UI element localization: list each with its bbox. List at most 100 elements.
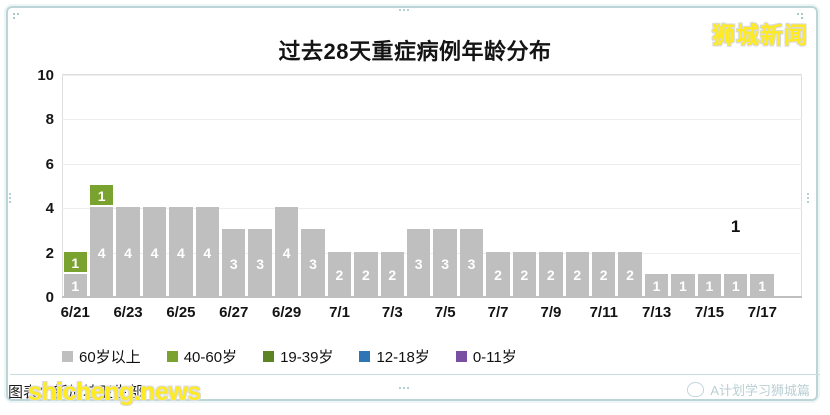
bar-segment: 1 [697, 273, 722, 296]
bar-column[interactable]: 2 [590, 74, 616, 296]
bar-column[interactable]: 1 [723, 74, 749, 296]
bar-segment: 2 [618, 251, 642, 296]
bar-segment: 1 [644, 273, 669, 296]
legend-label: 40-60岁 [183, 348, 238, 366]
legend-item[interactable]: 40-60岁 [166, 346, 238, 367]
bar-column[interactable]: 3 [405, 74, 431, 296]
frame-tick-right-icon [806, 192, 812, 206]
legend-swatch [166, 350, 178, 362]
bar-column[interactable] [775, 74, 801, 296]
x-tick-label: 6/29 [272, 304, 302, 321]
bar-column[interactable]: 2 [538, 74, 564, 296]
bar-column[interactable]: 1 [643, 74, 669, 296]
bar-value-label: 3 [467, 255, 476, 272]
bar-segment: 2 [591, 251, 616, 296]
bar-value-label: 1 [71, 277, 80, 294]
bar-value-label: 4 [282, 244, 291, 261]
legend-swatch [62, 350, 73, 362]
x-tick-label: 7/9 [540, 304, 562, 321]
bar-segment: 2 [327, 251, 352, 296]
bar-value-label: 3 [256, 255, 265, 272]
gridline [62, 75, 802, 76]
x-tick-label: 6/21 [60, 304, 90, 321]
bar-column[interactable]: 2 [353, 74, 379, 296]
bar-column[interactable]: 3 [221, 74, 247, 296]
bar-column[interactable]: 4 [273, 74, 299, 296]
bar-value-label: 1 [652, 277, 661, 294]
bar-column[interactable]: 3 [432, 74, 458, 296]
bar-value-label: 2 [335, 266, 344, 283]
chart-title: 过去28天重症病例年龄分布 [278, 39, 552, 64]
x-tick-label: 7/11 [589, 304, 618, 321]
data-annotation: 1 [730, 216, 741, 236]
legend-item[interactable]: 19-39岁 [263, 346, 333, 367]
footer-divider [10, 374, 820, 375]
bar-segment: 2 [354, 251, 378, 296]
watermark-top-right: 狮城新闻 [712, 22, 808, 48]
x-tick-label: 6/23 [113, 304, 143, 321]
bar-value-label: 4 [124, 244, 132, 261]
frame-corner-topleft-icon [12, 12, 20, 20]
bar-value-label: 2 [361, 266, 370, 283]
bar-column[interactable]: 3 [458, 74, 484, 296]
bar-value-label: 3 [441, 255, 450, 272]
x-tick-label: 7/1 [329, 304, 350, 321]
bar-segment: 1 [63, 273, 87, 296]
bar-column[interactable]: 2 [379, 74, 405, 296]
wechat-credit: A计划学习狮城篇 [687, 380, 810, 399]
x-tick-label: 7/5 [434, 304, 456, 321]
bar-segment: 3 [248, 229, 272, 296]
bar-segment: 2 [539, 251, 563, 296]
wechat-credit-label: A计划学习狮城篇 [710, 383, 810, 398]
source-note: 图表：新加坡卫生部 [8, 384, 144, 401]
bar-column[interactable]: 2 [326, 74, 352, 296]
bar-column[interactable]: 2 [564, 74, 590, 296]
bar-column[interactable]: 4 [168, 74, 194, 296]
x-tick-label: 7/3 [381, 304, 403, 321]
bar-column[interactable]: 4 [115, 74, 141, 296]
gridline [62, 208, 802, 210]
bar-segment: 3 [433, 229, 457, 296]
bar-value-label: 4 [97, 244, 106, 261]
bar-column[interactable]: 2 [511, 74, 537, 296]
bar-column[interactable]: 4 [141, 74, 167, 296]
bar-segment: 2 [486, 251, 510, 296]
bar-column[interactable]: 3 [300, 74, 326, 296]
x-tick-label: 6/25 [166, 304, 196, 321]
bar-value-label: 2 [626, 266, 634, 283]
x-tick-label: 7/7 [487, 304, 509, 321]
legend-item[interactable]: 12-18岁 [359, 346, 430, 367]
bar-segment: 2 [565, 251, 589, 296]
bar-column[interactable]: 2 [617, 74, 643, 296]
x-tick-label: 7/17 [747, 304, 777, 321]
bar-segment: 3 [406, 229, 431, 296]
bar-segment: 1 [671, 273, 695, 296]
bar-segment: 3 [301, 229, 325, 296]
frame-tick-bottom-icon [398, 386, 410, 392]
bar-value-label: 1 [97, 188, 106, 205]
bar-segment: 1 [750, 273, 774, 296]
legend-label: 0-11岁 [472, 348, 517, 366]
bar-column[interactable]: 4 [194, 74, 220, 296]
bar-column[interactable]: 1 [749, 74, 775, 296]
bar-column[interactable]: 1 [670, 74, 696, 296]
bar-value-label: 2 [388, 266, 397, 283]
gridline [62, 252, 802, 254]
bar-value-label: 3 [229, 255, 238, 272]
bar-segment: 2 [380, 251, 404, 296]
bar-value-label: 2 [599, 266, 608, 283]
legend-item[interactable]: 60岁以上 [62, 346, 141, 367]
bar-column[interactable]: 3 [247, 74, 273, 296]
x-tick-label: 6/27 [219, 304, 249, 321]
legend-item[interactable]: 0-11岁 [455, 346, 517, 367]
bar-value-label: 1 [71, 254, 80, 271]
bar-column[interactable]: 2 [485, 74, 511, 296]
y-tick-label: 10 [37, 67, 54, 84]
legend-swatch [263, 350, 275, 362]
gridline [62, 163, 802, 165]
x-tick-labels: 6/21 6/23 6/25 6/27 6/29 7/1 7/3 7/5 7/7 7/9 7/11 7… [61, 304, 802, 326]
bar-column[interactable]: 1 [696, 74, 722, 296]
x-tick-label: 7/13 [642, 304, 672, 321]
